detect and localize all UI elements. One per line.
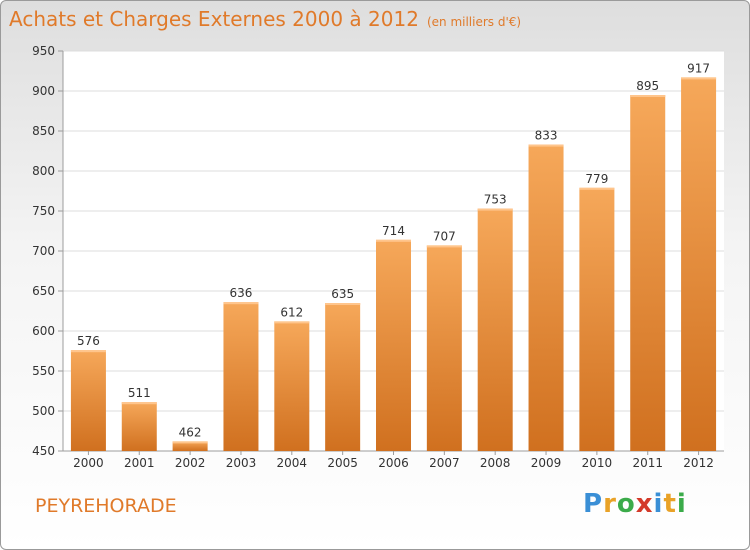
y-tick-label: 900 — [32, 84, 55, 98]
proxiti-logo: Proxiti — [583, 489, 687, 519]
data-label: 917 — [687, 61, 710, 75]
x-tick-label: 2001 — [124, 456, 155, 470]
data-label: 576 — [77, 334, 100, 348]
bar-highlight — [223, 302, 259, 305]
bar — [681, 77, 717, 452]
bar — [223, 302, 259, 451]
title-unit: (en milliers d'€) — [426, 15, 522, 29]
y-tick-label: 700 — [32, 244, 55, 258]
bar — [579, 187, 615, 452]
bar — [630, 95, 666, 451]
bar-highlight — [274, 321, 310, 324]
y-tick-label: 650 — [32, 284, 55, 298]
logo-letter: i — [653, 489, 664, 519]
y-tick-label: 750 — [32, 204, 55, 218]
logo-letter: x — [635, 489, 654, 519]
data-label: 753 — [484, 193, 507, 207]
data-label: 707 — [433, 229, 456, 243]
x-tick-label: 2012 — [683, 456, 714, 470]
data-labels: 576 511 462 636 612 635 714 707 753 833 779 895 917 — [77, 61, 710, 439]
logo-letter: i — [676, 489, 687, 519]
bar — [426, 245, 462, 451]
bars — [70, 77, 717, 452]
data-label: 511 — [128, 386, 151, 400]
logo-letter: t — [663, 489, 677, 519]
y-tick-label: 450 — [32, 444, 55, 458]
x-tick-label: 2005 — [327, 456, 358, 470]
bar-highlight — [579, 187, 615, 190]
y-tick-label: 600 — [32, 324, 55, 338]
bar — [172, 441, 208, 451]
bar — [477, 208, 513, 451]
data-label: 635 — [331, 287, 354, 301]
x-tick-label: 2010 — [582, 456, 613, 470]
bar-highlight — [477, 208, 513, 211]
y-tick-label: 500 — [32, 404, 55, 418]
bar-highlight — [121, 402, 157, 405]
logo-letter: P — [583, 489, 604, 519]
y-tick-label: 550 — [32, 364, 55, 378]
y-tick-label: 950 — [32, 44, 55, 58]
bar — [376, 239, 411, 451]
bar — [528, 144, 564, 451]
x-tick-label: 2011 — [632, 456, 663, 470]
y-tick-label: 800 — [32, 164, 55, 178]
commune-name: PEYREHORADE — [35, 495, 177, 517]
bar-highlight — [630, 95, 666, 97]
logo-letter: r — [603, 489, 617, 519]
bar-highlight — [681, 77, 717, 80]
data-label: 779 — [585, 172, 608, 186]
chart-title: Achats et Charges Externes 2000 à 2012 (e… — [9, 7, 521, 31]
bar — [121, 402, 157, 451]
logo-letter: o — [616, 489, 636, 519]
bar-highlight — [376, 239, 411, 242]
bar-highlight — [172, 441, 208, 444]
bar-highlight — [426, 245, 462, 248]
x-tick-label: 2003 — [226, 456, 257, 470]
data-label: 462 — [179, 425, 202, 439]
data-label: 714 — [382, 224, 405, 238]
bar-highlight — [528, 144, 564, 147]
x-tick-label: 2006 — [378, 456, 409, 470]
bar — [70, 350, 106, 451]
x-tick-label: 2008 — [480, 456, 511, 470]
data-label: 636 — [230, 286, 253, 300]
bar — [274, 321, 310, 451]
data-label: 612 — [280, 305, 303, 319]
bar — [325, 303, 361, 451]
y-tick-label: 850 — [32, 124, 55, 138]
title-text: Achats et Charges Externes 2000 à 2012 — [9, 7, 419, 31]
x-tick-label: 2007 — [429, 456, 460, 470]
x-tick-label: 2009 — [531, 456, 562, 470]
bar-highlight — [70, 350, 106, 353]
bar-highlight — [325, 303, 361, 305]
x-tick-label: 2002 — [175, 456, 206, 470]
x-tick-label: 2000 — [73, 456, 104, 470]
data-label: 895 — [636, 79, 659, 93]
x-tick-label: 2004 — [277, 456, 308, 470]
data-label: 833 — [535, 129, 558, 143]
